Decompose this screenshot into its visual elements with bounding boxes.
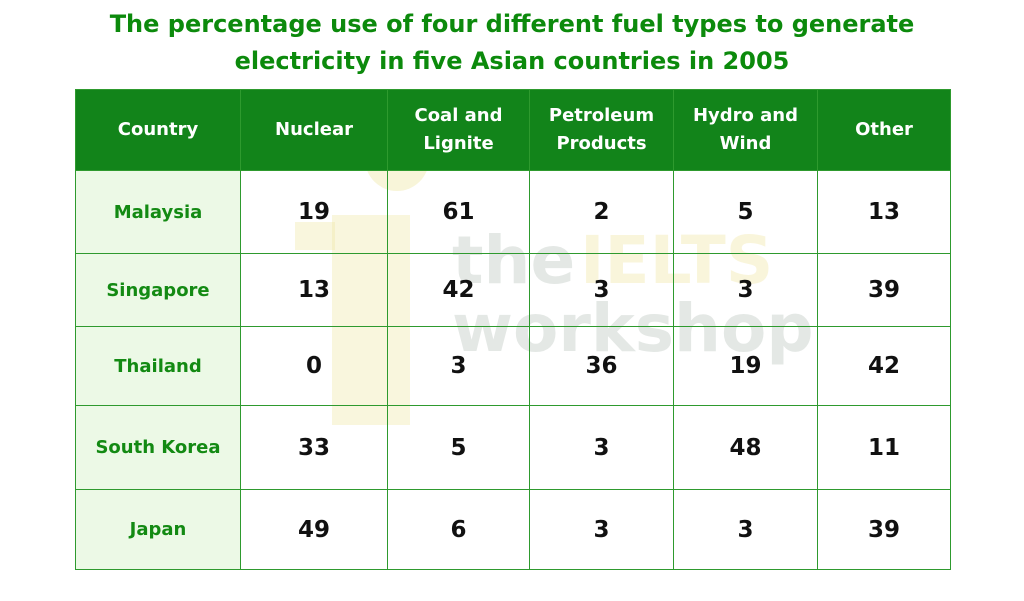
column-header: Petroleum Products (529, 89, 674, 171)
value-cell: 3 (529, 253, 674, 327)
value-cell: 3 (387, 326, 530, 406)
column-header: Coal and Lignite (387, 89, 530, 171)
chart-title: The percentage use of four different fue… (109, 10, 915, 75)
table-row: Japan 49 6 3 3 39 (75, 489, 951, 570)
column-header: Nuclear (240, 89, 388, 171)
value-cell: 39 (817, 253, 951, 327)
value-cell: 19 (240, 170, 388, 254)
country-cell: Singapore (75, 253, 241, 327)
value-cell: 48 (673, 405, 818, 490)
value-cell: 11 (817, 405, 951, 490)
value-cell: 42 (817, 326, 951, 406)
table-header-row: Country Nuclear Coal and Lignite Petrole… (75, 89, 951, 171)
table-row: Thailand 0 3 36 19 42 (75, 326, 951, 406)
value-cell: 0 (240, 326, 388, 406)
column-header: Other (817, 89, 951, 171)
value-cell: 5 (673, 170, 818, 254)
value-cell: 33 (240, 405, 388, 490)
table-row: Malaysia 19 61 2 5 13 (75, 170, 951, 254)
value-cell: 19 (673, 326, 818, 406)
value-cell: 49 (240, 489, 388, 570)
value-cell: 2 (529, 170, 674, 254)
value-cell: 3 (529, 405, 674, 490)
column-header-text: Petroleum Products (548, 105, 655, 154)
value-cell: 39 (817, 489, 951, 570)
value-cell: 36 (529, 326, 674, 406)
value-cell: 3 (529, 489, 674, 570)
value-cell: 61 (387, 170, 530, 254)
value-cell: 13 (240, 253, 388, 327)
country-cell: South Korea (75, 405, 241, 490)
value-cell: 13 (817, 170, 951, 254)
table-row: South Korea 33 5 3 48 11 (75, 405, 951, 490)
column-header: Hydro and Wind (673, 89, 818, 171)
column-header-text: Coal and Lignite (414, 105, 503, 154)
value-cell: 5 (387, 405, 530, 490)
table-row: Singapore 13 42 3 3 39 (75, 253, 951, 327)
value-cell: 6 (387, 489, 530, 570)
country-cell: Thailand (75, 326, 241, 406)
value-cell: 42 (387, 253, 530, 327)
value-cell: 3 (673, 489, 818, 570)
column-header-text: Hydro and Wind (692, 105, 799, 154)
column-header: Country (75, 89, 241, 171)
country-cell: Japan (75, 489, 241, 570)
fuel-table: Country Nuclear Coal and Lignite Petrole… (75, 89, 951, 570)
country-cell: Malaysia (75, 170, 241, 254)
value-cell: 3 (673, 253, 818, 327)
